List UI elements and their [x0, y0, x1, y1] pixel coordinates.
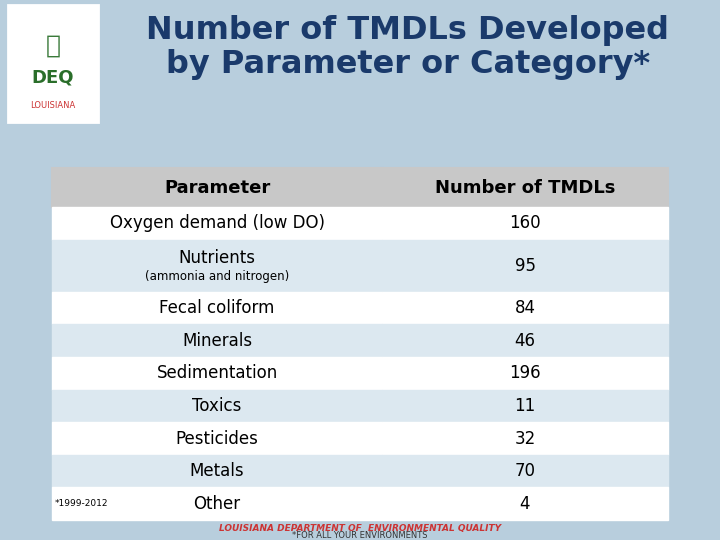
Bar [382, 455, 668, 488]
Bar [382, 240, 668, 292]
Bar [52, 168, 382, 207]
Bar [382, 325, 668, 357]
Text: 46: 46 [515, 332, 536, 350]
Text: Nutrients: Nutrients [179, 249, 256, 267]
Text: *FOR ALL YOUR ENVIRONMENTS: *FOR ALL YOUR ENVIRONMENTS [292, 531, 428, 540]
Bar [52, 325, 382, 357]
Bar [52, 488, 382, 520]
Text: Minerals: Minerals [182, 332, 252, 350]
Bar [52, 292, 382, 325]
Bar [52, 240, 382, 292]
Text: Metals: Metals [189, 462, 244, 480]
Bar [8, 5, 98, 122]
Bar [52, 390, 382, 422]
Text: DEQ: DEQ [32, 69, 74, 86]
Text: Pesticides: Pesticides [176, 429, 258, 448]
Text: Oxygen demand (low DO): Oxygen demand (low DO) [109, 214, 325, 232]
Bar [382, 390, 668, 422]
Bar [52, 207, 382, 240]
Text: 84: 84 [515, 299, 536, 317]
Bar [382, 292, 668, 325]
Text: Sedimentation: Sedimentation [156, 364, 278, 382]
Bar [382, 357, 668, 390]
Bar [52, 422, 382, 455]
Text: 95: 95 [515, 257, 536, 275]
Text: Toxics: Toxics [192, 397, 242, 415]
Text: 11: 11 [514, 397, 536, 415]
Text: Number of TMDLs Developed: Number of TMDLs Developed [146, 15, 670, 45]
Text: 160: 160 [509, 214, 541, 232]
Text: by Parameter or Category*: by Parameter or Category* [166, 50, 650, 80]
Text: 70: 70 [515, 462, 536, 480]
Text: 32: 32 [514, 429, 536, 448]
Text: Other: Other [194, 495, 240, 512]
Text: 🏛: 🏛 [45, 34, 60, 58]
Bar [52, 357, 382, 390]
Bar [52, 455, 382, 488]
Bar [382, 207, 668, 240]
Text: Parameter: Parameter [164, 179, 270, 197]
Text: 4: 4 [520, 495, 530, 512]
Text: Number of TMDLs: Number of TMDLs [435, 179, 615, 197]
Text: LOUISIANA: LOUISIANA [30, 101, 76, 110]
Text: LOUISIANA DEPARTMENT OF  ENVIRONMENTAL QUALITY: LOUISIANA DEPARTMENT OF ENVIRONMENTAL QU… [219, 524, 501, 534]
Bar [382, 422, 668, 455]
Text: 196: 196 [509, 364, 541, 382]
Text: Fecal coliform: Fecal coliform [159, 299, 275, 317]
Bar [382, 488, 668, 520]
Text: *1999-2012: *1999-2012 [55, 499, 109, 508]
Bar [382, 168, 668, 207]
Text: (ammonia and nitrogen): (ammonia and nitrogen) [145, 269, 289, 283]
